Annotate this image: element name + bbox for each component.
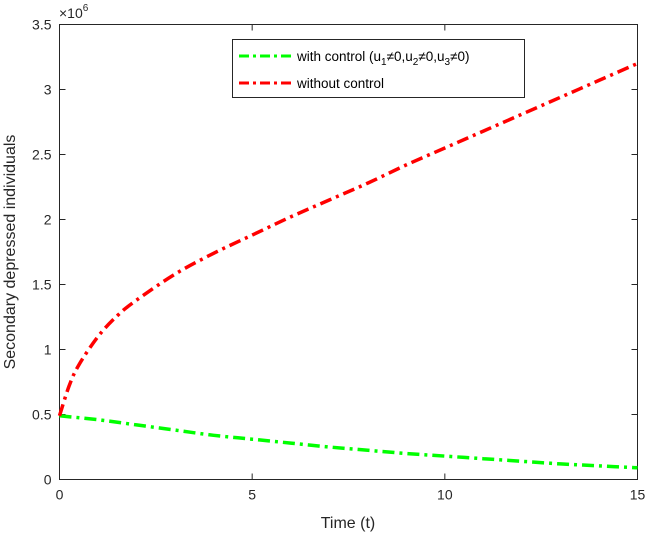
y-tick-label: 1.5 xyxy=(32,277,52,293)
x-tick-label: 15 xyxy=(630,487,646,503)
legend: with control (u1≠0,u2≠0,u3≠0) without co… xyxy=(232,39,525,98)
series-line-with-control xyxy=(59,414,638,470)
x-tick-label: 0 xyxy=(56,487,64,503)
y-tick-label: 1 xyxy=(44,342,52,358)
x-axis-ticks: 0 5 10 15 xyxy=(56,24,646,503)
plot-area xyxy=(59,24,638,480)
y-axis-ticks: 0 0.5 1 1.5 2 2.5 3 3.5 xyxy=(32,17,638,488)
y-tick-label: 3.5 xyxy=(32,17,52,33)
y-axis-exponent: ×106 xyxy=(59,3,89,21)
x-tick-label: 10 xyxy=(437,487,453,503)
y-tick-label: 2.5 xyxy=(32,147,52,163)
series-line-without-control xyxy=(57,61,639,417)
series-layer xyxy=(57,61,639,470)
legend-label-with-control: with control (u1≠0,u2≠0,u3≠0) xyxy=(296,49,470,68)
legend-label-without-control: without control xyxy=(296,76,384,91)
x-tick-label: 5 xyxy=(248,487,256,503)
legend-box xyxy=(232,39,525,98)
y-axis-label: Secondary depressed individuals xyxy=(2,135,19,370)
y-tick-label: 2 xyxy=(44,212,52,228)
y-axis-exponent-power: 6 xyxy=(83,3,89,14)
y-tick-label: 3 xyxy=(44,82,52,98)
x-axis-label: Time (t) xyxy=(321,515,376,532)
y-axis-exponent-base: ×10 xyxy=(59,5,83,21)
y-tick-label: 0 xyxy=(44,472,52,488)
y-tick-label: 0.5 xyxy=(32,407,52,423)
